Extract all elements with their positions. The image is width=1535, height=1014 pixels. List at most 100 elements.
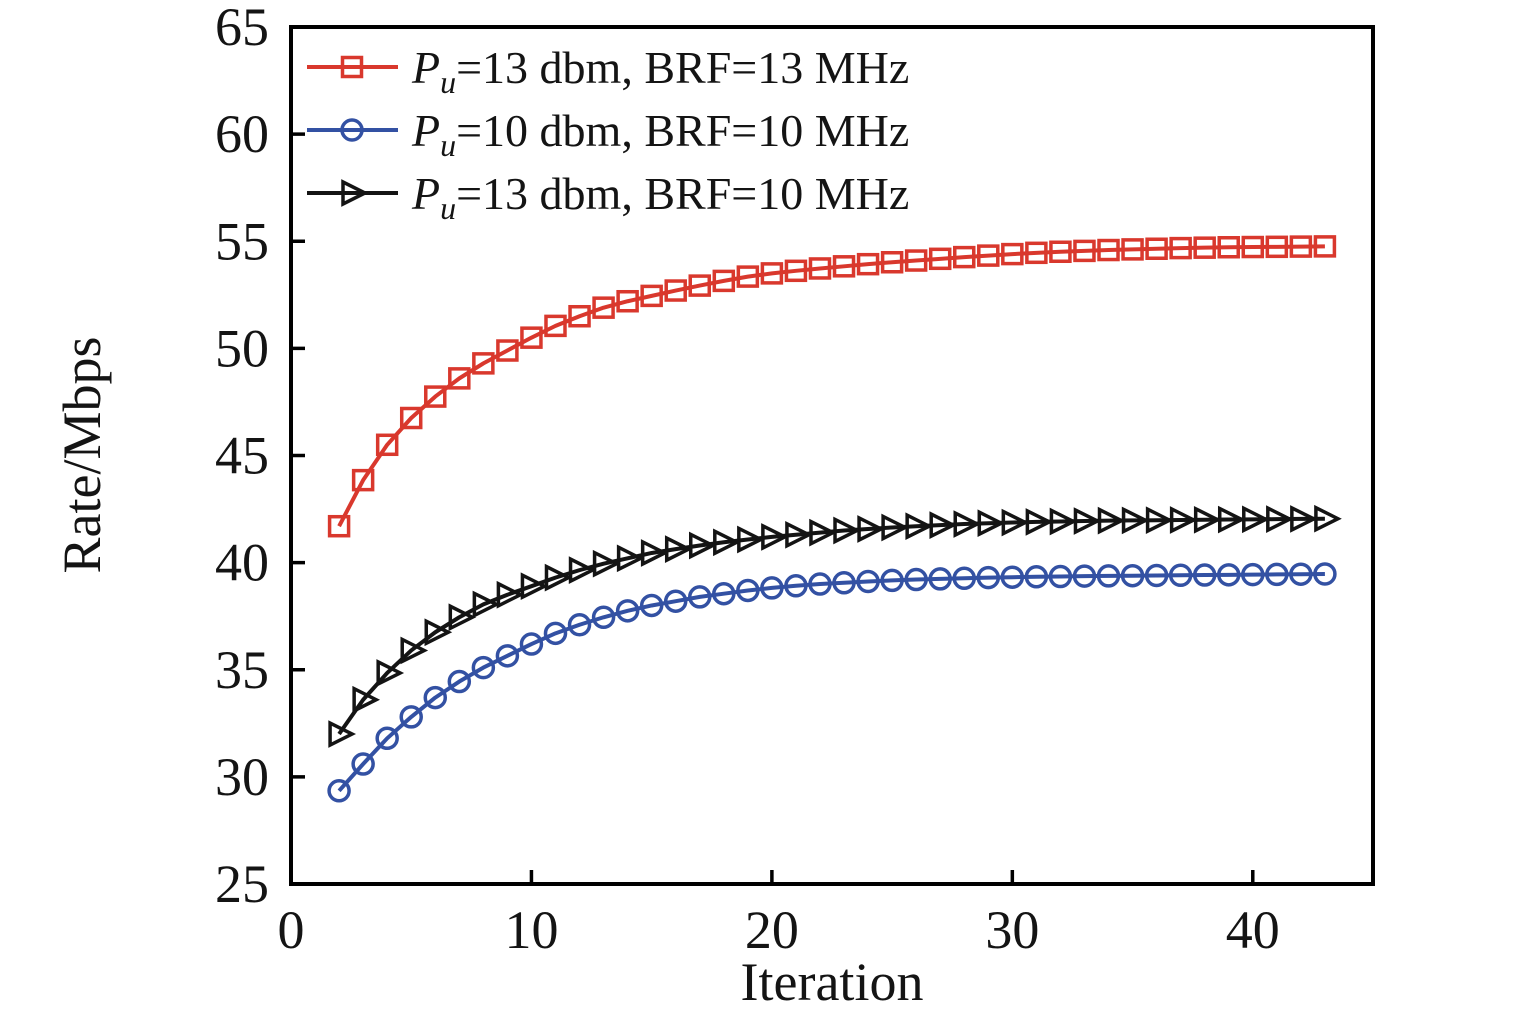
triangle-right-marker-icon xyxy=(1049,507,1078,536)
triangle-right-marker-icon xyxy=(400,636,429,665)
circle-marker-icon xyxy=(567,613,592,637)
circle-marker-icon xyxy=(1168,563,1193,588)
plot-box xyxy=(289,25,1375,886)
triangle-right-marker-icon xyxy=(929,511,958,539)
triangle-right-marker-icon xyxy=(1169,506,1198,534)
circle-marker-icon xyxy=(784,574,808,598)
y-tick-label: 60 xyxy=(215,104,269,164)
square-marker-icon xyxy=(904,249,928,272)
circle-marker-icon xyxy=(760,576,784,600)
square-marker-icon xyxy=(760,262,784,285)
y-tick-label: 55 xyxy=(215,211,269,271)
triangle-right-marker-icon xyxy=(1097,506,1126,535)
square-marker-icon xyxy=(616,289,639,313)
y-tick-label: 65 xyxy=(215,0,269,57)
square-marker-icon xyxy=(832,255,856,278)
legend-item-0: Pu=13 dbm, BRF=13 MHz xyxy=(307,42,909,100)
square-marker-icon xyxy=(1121,238,1144,261)
series-1 xyxy=(327,562,1337,803)
square-marker-icon xyxy=(520,326,543,349)
square-marker-icon xyxy=(568,304,591,328)
triangle-right-marker-icon xyxy=(1290,505,1318,533)
circle-marker-icon xyxy=(1072,564,1097,588)
circle-marker-icon xyxy=(423,685,448,710)
series-line-1 xyxy=(337,571,1325,793)
circle-marker-icon xyxy=(495,644,520,668)
square-marker-icon xyxy=(1289,235,1313,258)
x-tick-label: 30 xyxy=(985,900,1039,960)
square-marker-icon xyxy=(1073,239,1096,263)
series-0 xyxy=(327,235,1337,538)
triangle-right-marker-icon xyxy=(1025,508,1054,536)
y-tick-label: 35 xyxy=(215,640,269,700)
circle-marker-icon xyxy=(543,621,568,646)
circle-marker-icon xyxy=(952,566,976,591)
circle-marker-icon xyxy=(615,599,640,623)
triangle-right-marker-icon xyxy=(640,539,669,567)
square-marker-icon xyxy=(1025,241,1048,265)
triangle-right-marker-icon xyxy=(1121,506,1150,535)
legend-label: Pu=13 dbm, BRF=10 MHz xyxy=(411,168,909,226)
triangle-right-marker-icon xyxy=(833,516,861,545)
triangle-right-marker-icon xyxy=(713,528,741,557)
y-axis-label: Rate/Mbps xyxy=(52,337,112,574)
circle-marker-icon xyxy=(447,669,472,694)
square-marker-icon xyxy=(1217,235,1240,259)
triangle-right-marker-icon xyxy=(1217,505,1246,534)
circle-marker-icon xyxy=(663,589,688,613)
triangle-right-marker-icon xyxy=(520,572,549,601)
circle-marker-icon xyxy=(832,571,856,595)
circle-marker-icon xyxy=(471,655,496,680)
triangle-right-marker-icon xyxy=(592,549,621,578)
circle-marker-icon xyxy=(340,118,364,142)
legend-item-2: Pu=13 dbm, BRF=10 MHz xyxy=(307,168,909,226)
square-marker-icon xyxy=(399,406,423,430)
legend-label: Pu=10 dbm, BRF=10 MHz xyxy=(411,105,909,163)
triangle-right-marker-icon xyxy=(616,544,645,573)
square-marker-icon xyxy=(664,279,687,302)
circle-marker-icon xyxy=(808,572,832,596)
circle-marker-icon xyxy=(519,632,544,656)
x-tick-label: 40 xyxy=(1226,900,1280,960)
circle-marker-icon xyxy=(856,569,880,594)
triangle-right-marker-icon xyxy=(905,512,934,541)
square-marker-icon xyxy=(1145,237,1168,260)
square-marker-icon xyxy=(977,244,1000,267)
circle-marker-icon xyxy=(712,581,736,606)
circle-marker-icon xyxy=(327,779,351,803)
circle-marker-icon xyxy=(1192,563,1217,587)
circle-marker-icon xyxy=(591,605,616,630)
square-marker-icon xyxy=(1097,238,1120,262)
square-marker-icon xyxy=(808,257,832,280)
series-2 xyxy=(328,504,1342,748)
square-marker-icon xyxy=(544,314,567,338)
x-tick-label: 0 xyxy=(278,900,305,960)
x-tick-label: 10 xyxy=(504,900,558,960)
triangle-right-marker-icon xyxy=(664,535,693,563)
triangle-right-marker-icon xyxy=(341,179,369,207)
square-marker-icon xyxy=(351,468,375,492)
circle-marker-icon xyxy=(1289,562,1313,586)
square-marker-icon xyxy=(472,352,495,375)
square-marker-icon xyxy=(1001,242,1024,266)
square-marker-icon xyxy=(1241,235,1265,259)
series-line-2 xyxy=(337,516,1325,736)
triangle-right-marker-icon xyxy=(448,603,477,632)
circle-marker-icon xyxy=(1096,564,1121,588)
circle-marker-icon xyxy=(928,567,952,591)
triangle-right-marker-icon xyxy=(857,515,885,543)
circle-marker-icon xyxy=(1024,565,1049,589)
triangle-right-marker-icon xyxy=(352,685,381,714)
triangle-right-marker-icon xyxy=(1193,505,1222,534)
square-marker-icon xyxy=(856,252,880,276)
circle-marker-icon xyxy=(1241,562,1265,587)
triangle-right-marker-icon xyxy=(328,720,357,748)
triangle-right-marker-icon xyxy=(809,518,837,547)
triangle-right-marker-icon xyxy=(761,523,789,551)
triangle-right-marker-icon xyxy=(785,520,813,549)
legend-label: Pu=13 dbm, BRF=13 MHz xyxy=(411,42,909,100)
circle-marker-icon xyxy=(639,593,664,618)
x-tick-label: 20 xyxy=(745,900,799,960)
circle-marker-icon xyxy=(688,585,712,609)
